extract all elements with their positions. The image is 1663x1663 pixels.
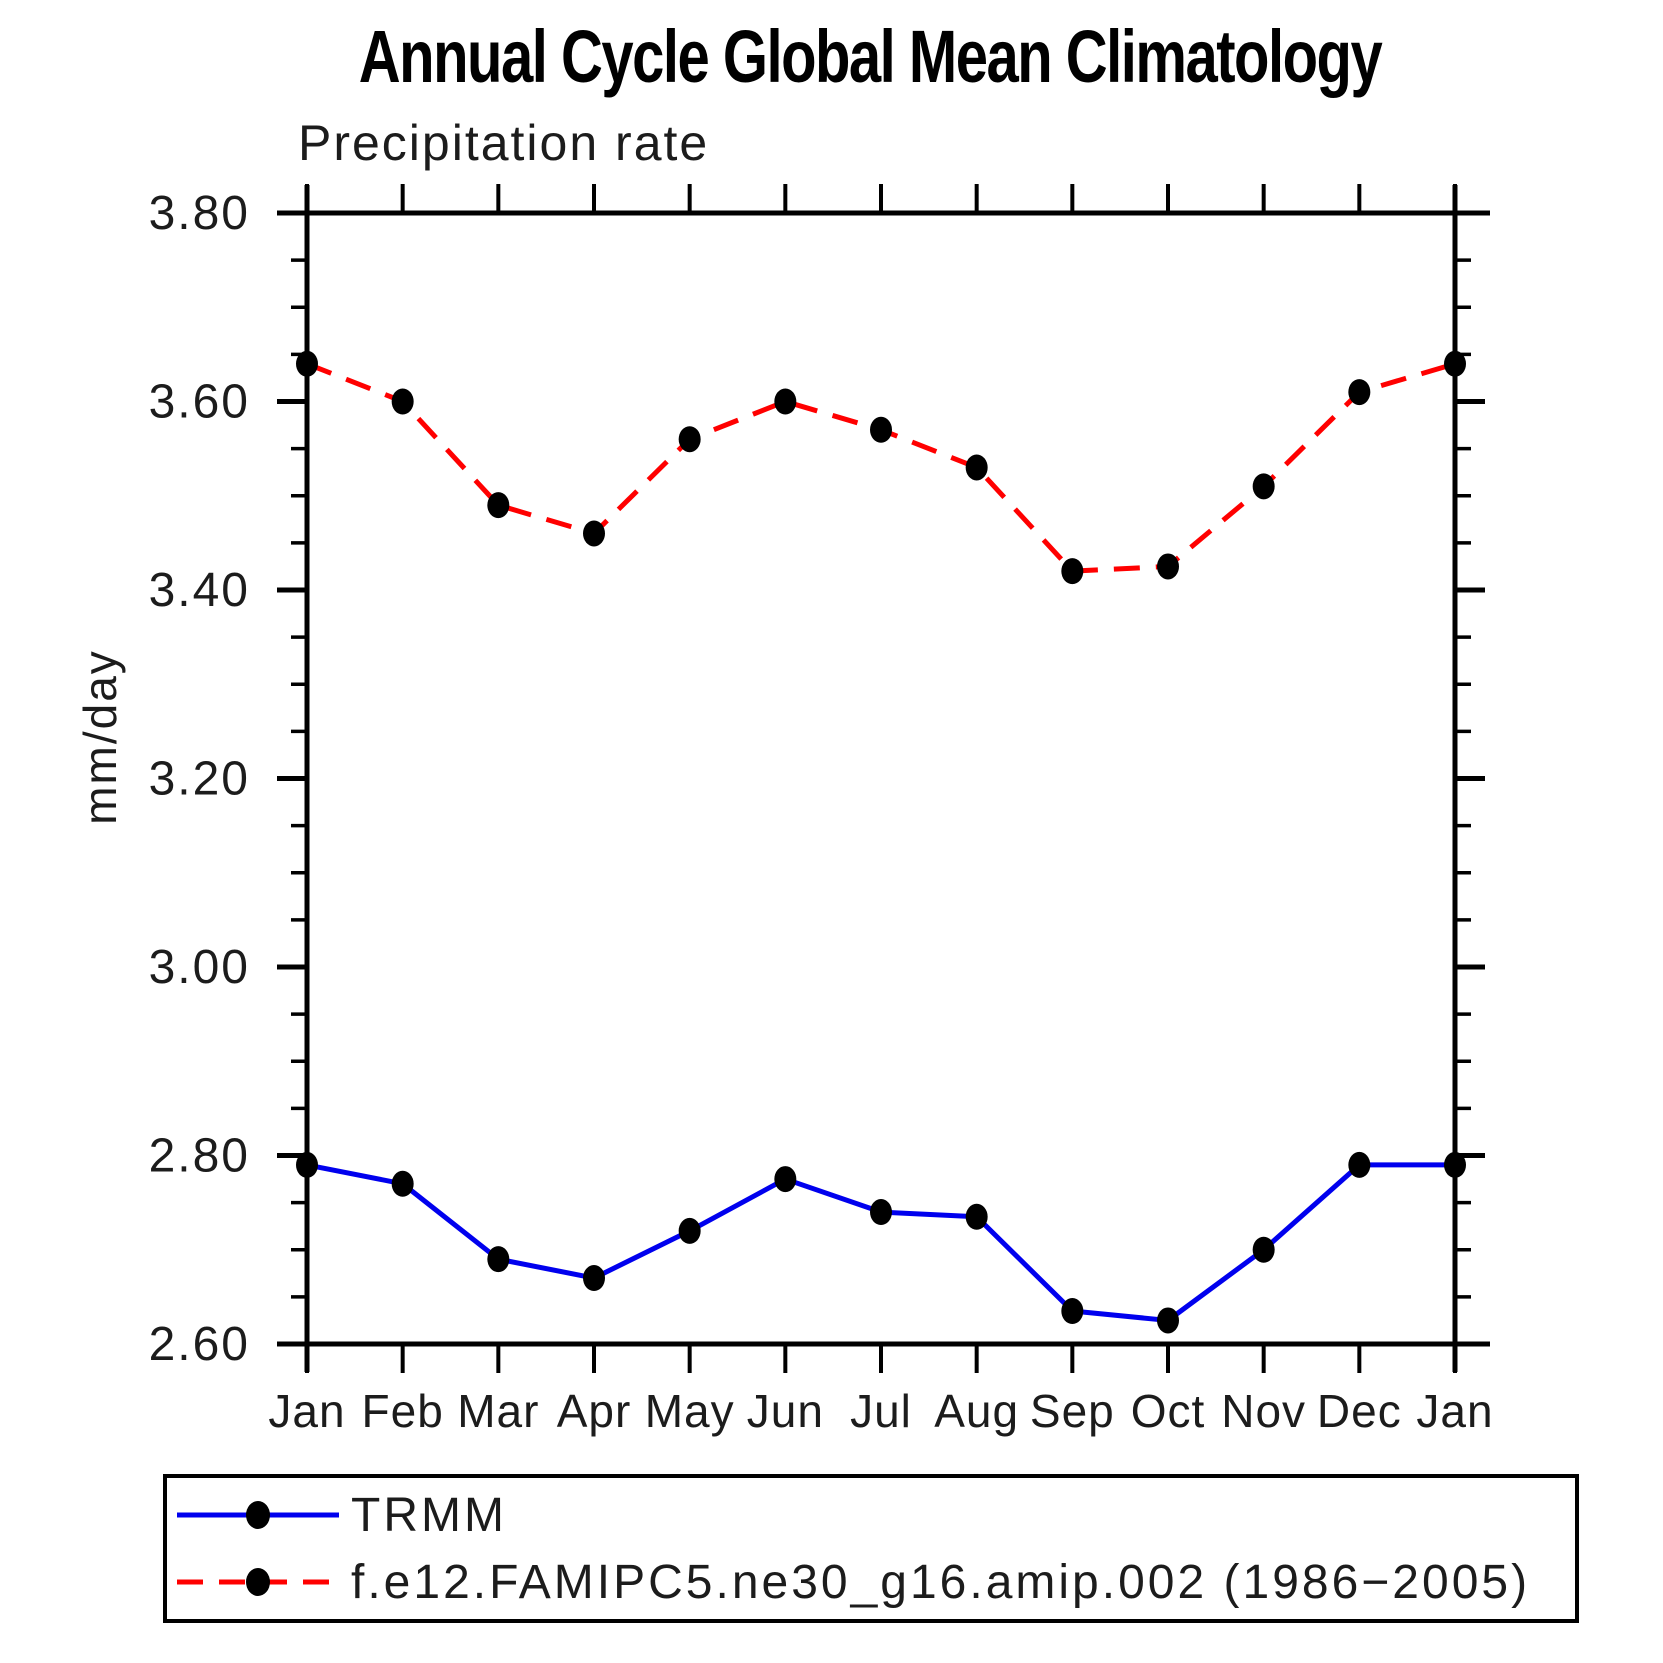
x-tick-label: Dec xyxy=(1317,1385,1402,1437)
data-point-marker-model xyxy=(1348,379,1371,406)
data-point-marker-model xyxy=(583,520,605,547)
data-point-marker-model xyxy=(774,388,797,415)
y-tick-label: 3.60 xyxy=(149,376,250,429)
y-tick-label: 2.80 xyxy=(149,1130,250,1183)
legend-box: TRMM f.e12.FAMIPC5.ne30_g16.amip.002 (19… xyxy=(163,1474,1579,1623)
data-point-marker-trmm xyxy=(965,1203,988,1230)
x-tick-label: Sep xyxy=(1030,1385,1115,1437)
data-point-marker-trmm xyxy=(1252,1236,1275,1263)
page-title: Annual Cycle Global Mean Climatology xyxy=(358,15,1383,99)
chart-subtitle: Precipitation rate xyxy=(298,115,710,171)
legend-label-trmm: TRMM xyxy=(351,1488,507,1542)
x-tick-label: Mar xyxy=(457,1385,539,1437)
series-line-trmm xyxy=(306,1162,1455,1323)
legend-label-model: f.e12.FAMIPC5.ne30_g16.amip.002 (1986−20… xyxy=(351,1555,1531,1609)
y-tick-label: 3.00 xyxy=(149,941,250,994)
x-tick-label: Jun xyxy=(747,1385,824,1437)
legend-marker-dot xyxy=(246,1568,270,1596)
data-point-marker-trmm xyxy=(1348,1151,1371,1178)
data-point-marker-trmm xyxy=(391,1170,414,1197)
data-point-marker-trmm xyxy=(774,1166,797,1193)
data-point-marker-model xyxy=(1252,473,1275,500)
data-point-marker-trmm xyxy=(678,1217,701,1244)
series-line-model xyxy=(306,361,1456,574)
legend-entry-model: f.e12.FAMIPC5.ne30_g16.amip.002 (1986−20… xyxy=(173,1552,1530,1612)
data-point-marker-model xyxy=(1157,553,1179,580)
y-tick-label: 3.80 xyxy=(149,187,250,240)
legend-entry-trmm: TRMM xyxy=(173,1485,507,1545)
data-point-marker-model xyxy=(870,416,892,443)
x-tick-label: Feb xyxy=(362,1385,444,1437)
trmm-line-sample xyxy=(177,1501,339,1529)
data-point-marker-trmm xyxy=(1061,1298,1084,1325)
x-tick-label: Jan xyxy=(268,1385,345,1437)
data-point-marker-model xyxy=(965,454,988,481)
data-point-marker-model xyxy=(1444,350,1466,377)
data-point-marker-trmm xyxy=(583,1265,605,1292)
data-point-marker-trmm xyxy=(296,1151,318,1178)
data-point-marker-model xyxy=(1061,558,1084,585)
x-tick-label: Jul xyxy=(850,1385,912,1437)
data-point-marker-trmm xyxy=(487,1246,510,1273)
y-tick-label: 2.60 xyxy=(149,1318,250,1371)
x-tick-label: Nov xyxy=(1221,1385,1306,1437)
x-tick-label: Jan xyxy=(1416,1385,1493,1437)
y-tick-label: 3.40 xyxy=(149,564,250,617)
model-line-sample xyxy=(177,1568,339,1596)
x-tick-label: Aug xyxy=(934,1385,1019,1437)
x-tick-label: Apr xyxy=(557,1385,632,1437)
data-point-marker-model xyxy=(487,492,510,519)
x-tick-label: May xyxy=(645,1385,735,1437)
data-point-marker-model xyxy=(678,426,701,453)
data-point-marker-model xyxy=(391,388,414,415)
y-tick-label: 3.20 xyxy=(149,753,250,806)
legend-marker-dot xyxy=(246,1501,270,1529)
data-point-marker-trmm xyxy=(1157,1307,1179,1334)
data-point-marker-trmm xyxy=(1444,1151,1466,1178)
x-tick-label: Oct xyxy=(1131,1385,1206,1437)
data-point-marker-model xyxy=(296,350,318,377)
data-point-marker-trmm xyxy=(870,1199,892,1226)
